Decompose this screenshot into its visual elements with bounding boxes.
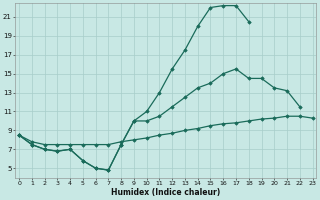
X-axis label: Humidex (Indice chaleur): Humidex (Indice chaleur) [111,188,220,197]
